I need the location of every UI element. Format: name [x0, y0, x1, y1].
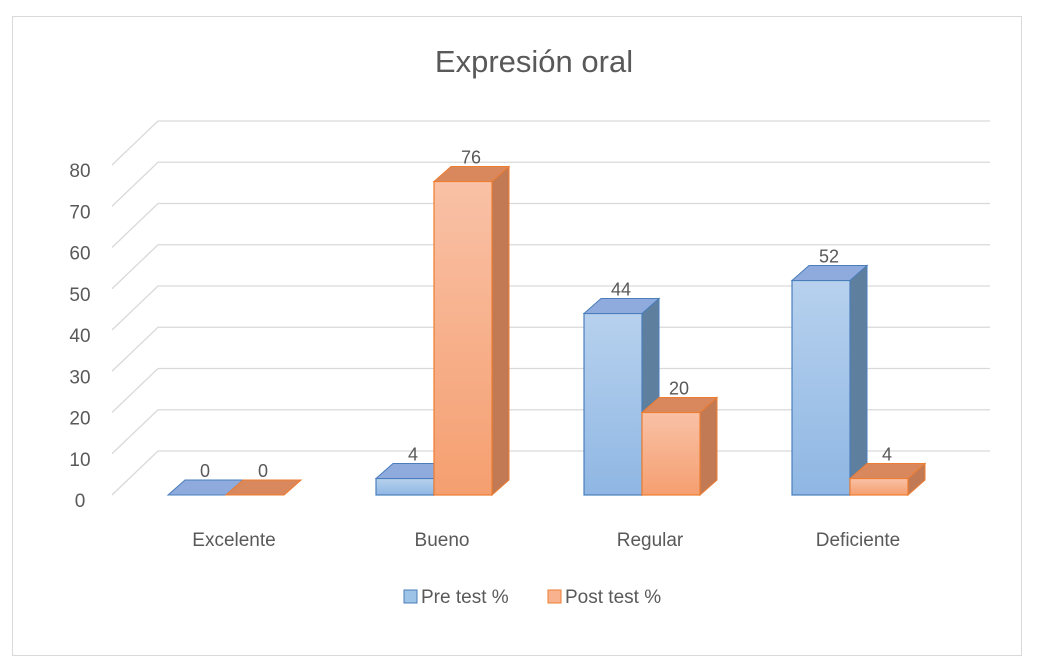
- data-label-post-test-bueno: 76: [461, 148, 481, 168]
- bar-side: [849, 264, 868, 497]
- y-tick-20: 20: [69, 409, 90, 430]
- bar-front: [641, 411, 701, 496]
- data-label-pre-test-regular: 44: [611, 280, 631, 300]
- bar-top: [224, 479, 303, 496]
- bar-side: [699, 396, 718, 497]
- legend-label-post-test: Post test %: [565, 587, 661, 608]
- bar-top: [790, 265, 869, 281]
- y-tick-30: 30: [69, 367, 90, 388]
- y-axis-ticks: 0 10 20 30 40 50 60 70 80: [69, 161, 90, 512]
- category-label-deficiente: Deficiente: [816, 530, 901, 551]
- y-tick-60: 60: [69, 244, 90, 265]
- data-label-pre-test-deficiente: 52: [819, 247, 839, 267]
- data-labels: 0 0 4 76 44 20 52 4: [200, 148, 892, 482]
- legend-swatch-post-test: [547, 589, 562, 604]
- y-tick-80: 80: [69, 161, 90, 182]
- bar-front: [791, 279, 851, 496]
- gridline-30: [111, 326, 990, 372]
- bar-top: [582, 298, 661, 314]
- bars: [166, 165, 927, 497]
- gridline-70: [111, 161, 990, 207]
- y-tick-70: 70: [69, 202, 90, 223]
- category-label-excelente: Excelente: [192, 530, 275, 551]
- category-labels: Excelente Bueno Regular Deficiente: [192, 530, 900, 551]
- category-label-bueno: Bueno: [415, 530, 470, 551]
- legend: Pre test % Post test %: [403, 587, 661, 608]
- bar-top: [432, 166, 511, 182]
- bar-top: [848, 463, 927, 479]
- bar-pre-test-deficiente: [790, 264, 869, 497]
- data-label-pre-test-excelente: 0: [200, 461, 210, 481]
- y-tick-0: 0: [75, 491, 86, 512]
- y-tick-50: 50: [69, 285, 90, 306]
- bar-side: [491, 165, 510, 497]
- legend-swatch-pre-test: [403, 589, 418, 604]
- gridline-60: [111, 202, 990, 248]
- data-label-post-test-excelente: 0: [258, 461, 268, 481]
- data-label-post-test-regular: 20: [669, 379, 689, 399]
- gridline-40: [111, 285, 990, 331]
- bar-post-test-deficiente: [848, 462, 927, 497]
- bar-front: [433, 180, 493, 496]
- gridline-20: [111, 367, 990, 413]
- bar-post-test-bueno: [432, 165, 511, 497]
- bar-front: [375, 477, 435, 496]
- gridline-50: [111, 244, 990, 290]
- chart-title: Expresión oral: [435, 44, 633, 79]
- y-tick-10: 10: [69, 450, 90, 471]
- y-tick-40: 40: [69, 326, 90, 347]
- legend-label-pre-test: Pre test %: [421, 587, 509, 608]
- data-label-post-test-deficiente: 4: [882, 445, 892, 465]
- data-label-pre-test-bueno: 4: [408, 445, 418, 465]
- bar-post-test-excelente: [224, 479, 303, 496]
- bar-top: [640, 397, 719, 413]
- category-label-regular: Regular: [617, 530, 684, 551]
- bar-front: [583, 312, 643, 496]
- gridline-80: [111, 120, 990, 166]
- bar-front: [849, 477, 909, 496]
- bar-post-test-regular: [640, 396, 719, 497]
